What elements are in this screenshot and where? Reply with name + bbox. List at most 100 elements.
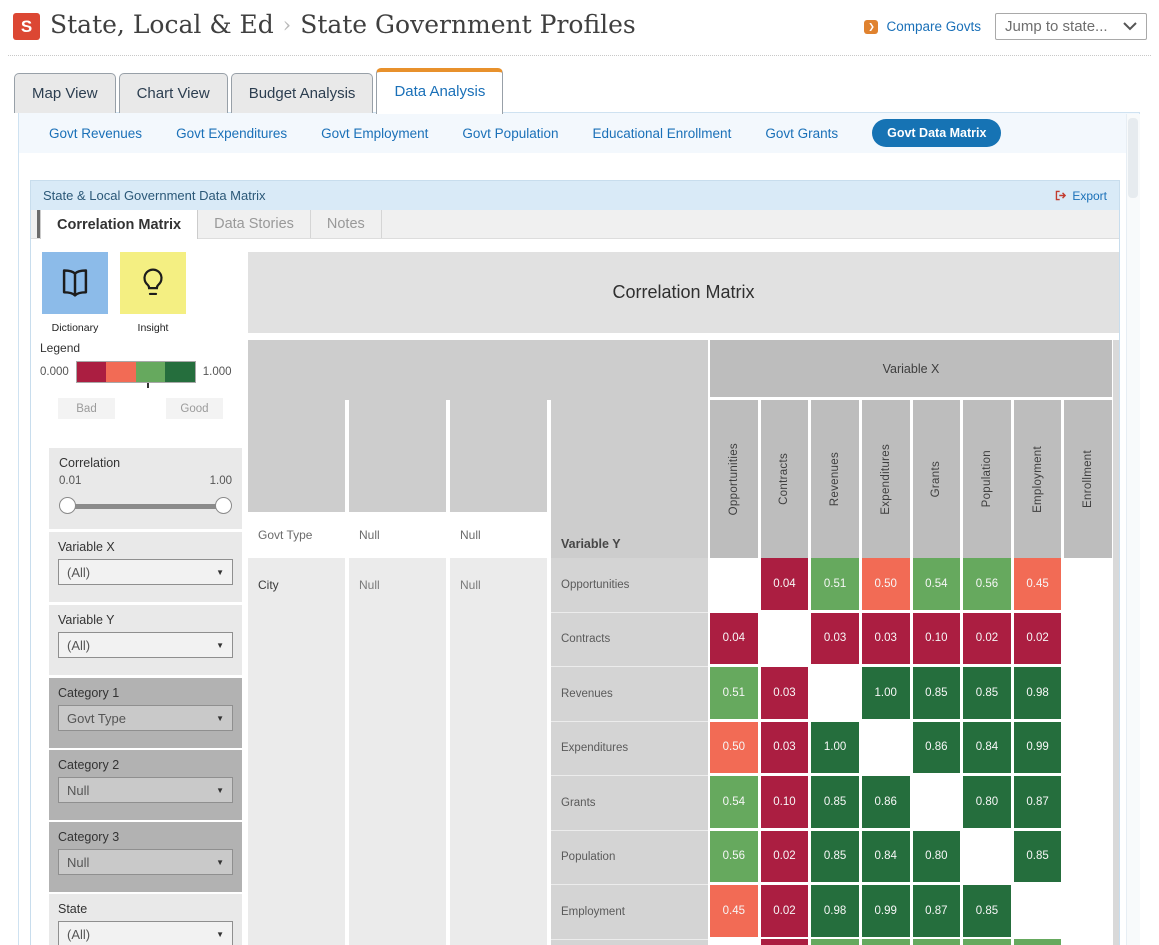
insight-button[interactable] <box>120 252 186 314</box>
matrix-cell-revenues-expenditures[interactable]: 1.00 <box>861 667 910 719</box>
matrix-cell-expenditures-opportunities[interactable]: 0.50 <box>710 721 758 773</box>
page-scrollbar[interactable] <box>1126 114 1140 945</box>
matrix-cell-expenditures-revenues[interactable]: 1.00 <box>811 721 859 773</box>
matrix-cell-grants-expenditures[interactable]: 0.86 <box>861 776 910 828</box>
matrix-cell-grants-enrollment[interactable] <box>1064 776 1112 828</box>
matrix-cell-employment-enrollment[interactable] <box>1064 885 1112 937</box>
matrix-cell-expenditures-population[interactable]: 0.84 <box>963 721 1011 773</box>
filter-select-state[interactable]: (All) ▼ <box>58 921 233 945</box>
subnav-govt-expenditures[interactable]: Govt Expenditures <box>176 125 288 141</box>
matrix-cell-opportunities-employment[interactable]: 0.45 <box>1013 558 1062 610</box>
matrix-cell-expenditures-expenditures[interactable] <box>861 721 910 773</box>
matrix-cell-revenues-enrollment[interactable] <box>1064 667 1112 719</box>
matrix-cell-population-contracts[interactable]: 0.02 <box>760 830 809 882</box>
panel-tab-notes[interactable]: Notes <box>311 210 382 238</box>
matrix-cell-contracts-expenditures[interactable]: 0.03 <box>861 612 910 664</box>
row-label-opportunities[interactable]: Opportunities <box>551 558 708 613</box>
filter-select-variable-y[interactable]: (All) ▼ <box>58 632 233 658</box>
slider-track[interactable] <box>61 504 230 509</box>
matrix-cell-employment-contracts[interactable]: 0.02 <box>760 885 809 937</box>
matrix-cell-expenditures-employment[interactable]: 0.99 <box>1013 721 1062 773</box>
matrix-cell-revenues-grants[interactable]: 0.85 <box>912 667 961 719</box>
column-header-revenues[interactable]: Revenues <box>811 400 859 558</box>
matrix-cell-opportunities-contracts[interactable]: 0.04 <box>760 558 809 610</box>
matrix-cell-employment-opportunities[interactable]: 0.45 <box>710 885 758 937</box>
column-header-contracts[interactable]: Contracts <box>760 400 809 558</box>
matrix-cell-grants-revenues[interactable]: 0.85 <box>811 776 859 828</box>
tab-chart-view[interactable]: Chart View <box>118 73 228 113</box>
matrix-cell-employment-grants[interactable]: 0.87 <box>912 885 961 937</box>
matrix-cell-population-enrollment[interactable] <box>1064 830 1112 882</box>
matrix-cell-population-grants[interactable]: 0.80 <box>912 830 961 882</box>
matrix-cell-contracts-contracts[interactable] <box>760 612 809 664</box>
matrix-cell-population-population[interactable] <box>963 830 1011 882</box>
subnav-govt-revenues[interactable]: Govt Revenues <box>49 125 143 141</box>
panel-tab-correlation-matrix[interactable]: Correlation Matrix <box>40 210 199 239</box>
subnav-govt-employment[interactable]: Govt Employment <box>321 125 429 141</box>
jump-to-state-select[interactable]: Jump to state... <box>995 13 1147 40</box>
group-value-city[interactable]: City <box>258 578 279 592</box>
matrix-cell-population-revenues[interactable]: 0.85 <box>811 830 859 882</box>
tab-data-analysis[interactable]: Data Analysis <box>376 68 504 114</box>
matrix-cell-contracts-enrollment[interactable] <box>1064 612 1112 664</box>
matrix-cell-opportunities-population[interactable]: 0.56 <box>963 558 1011 610</box>
group-value-null-2[interactable]: Null <box>460 578 481 592</box>
matrix-cell-population-employment[interactable]: 0.85 <box>1013 830 1062 882</box>
matrix-cell-contracts-population[interactable]: 0.02 <box>963 612 1011 664</box>
column-header-population[interactable]: Population <box>963 400 1011 558</box>
matrix-cell-expenditures-contracts[interactable]: 0.03 <box>760 721 809 773</box>
export-button[interactable]: Export <box>1054 189 1107 203</box>
filter-select-variable-x[interactable]: (All) ▼ <box>58 559 233 585</box>
filter-select-category-1[interactable]: Govt Type ▼ <box>58 705 233 731</box>
row-label-expenditures[interactable]: Expenditures <box>551 722 708 776</box>
matrix-cell-opportunities-enrollment[interactable] <box>1064 558 1112 610</box>
site-logo[interactable]: S <box>13 13 40 40</box>
filter-select-category-3[interactable]: Null ▼ <box>58 849 233 875</box>
column-header-grants[interactable]: Grants <box>912 400 961 558</box>
matrix-cell-grants-opportunities[interactable]: 0.54 <box>710 776 758 828</box>
matrix-cell-contracts-opportunities[interactable]: 0.04 <box>710 612 758 664</box>
column-header-employment[interactable]: Employment <box>1013 400 1062 558</box>
matrix-cell-revenues-population[interactable]: 0.85 <box>963 667 1011 719</box>
tab-budget-analysis[interactable]: Budget Analysis <box>230 73 374 113</box>
breadcrumb-section[interactable]: State, Local & Ed <box>50 10 274 39</box>
row-label-revenues[interactable]: Revenues <box>551 667 708 722</box>
page-scrollbar-thumb[interactable] <box>1128 118 1138 198</box>
compare-arrow-icon[interactable]: ❯ <box>864 19 879 34</box>
dictionary-button[interactable] <box>42 252 108 314</box>
matrix-cell-grants-population[interactable]: 0.80 <box>963 776 1011 828</box>
matrix-cell-revenues-revenues[interactable] <box>811 667 859 719</box>
column-header-expenditures[interactable]: Expenditures <box>861 400 910 558</box>
correlation-slider[interactable] <box>59 497 232 515</box>
matrix-cell-employment-population[interactable]: 0.85 <box>963 885 1011 937</box>
column-header-enrollment[interactable]: Enrollment <box>1064 400 1112 558</box>
matrix-cell-employment-expenditures[interactable]: 0.99 <box>861 885 910 937</box>
good-button[interactable]: Good <box>166 398 223 419</box>
matrix-cell-contracts-revenues[interactable]: 0.03 <box>811 612 859 664</box>
group-value-null-1[interactable]: Null <box>359 578 380 592</box>
matrix-cell-expenditures-grants[interactable]: 0.86 <box>912 721 961 773</box>
matrix-cell-population-opportunities[interactable]: 0.56 <box>710 830 758 882</box>
bad-button[interactable]: Bad <box>58 398 115 419</box>
matrix-cell-opportunities-opportunities[interactable] <box>710 558 758 610</box>
matrix-cell-revenues-contracts[interactable]: 0.03 <box>760 667 809 719</box>
panel-tab-data-stories[interactable]: Data Stories <box>198 210 311 238</box>
subnav-educational-enrollment[interactable]: Educational Enrollment <box>592 125 732 141</box>
slider-handle-min[interactable] <box>59 497 76 514</box>
matrix-scrollbar[interactable] <box>1113 340 1119 945</box>
matrix-cell-revenues-opportunities[interactable]: 0.51 <box>710 667 758 719</box>
slider-handle-max[interactable] <box>215 497 232 514</box>
subnav-govt-population[interactable]: Govt Population <box>462 125 559 141</box>
compare-govts-link[interactable]: Compare Govts <box>886 19 981 34</box>
matrix-cell-employment-employment[interactable] <box>1013 885 1062 937</box>
row-label-employment[interactable]: Employment <box>551 885 708 940</box>
matrix-cell-expenditures-enrollment[interactable] <box>1064 721 1112 773</box>
subnav-govt-data-matrix[interactable]: Govt Data Matrix <box>872 119 1002 147</box>
matrix-cell-grants-grants[interactable] <box>912 776 961 828</box>
matrix-cell-grants-contracts[interactable]: 0.10 <box>760 776 809 828</box>
matrix-cell-population-expenditures[interactable]: 0.84 <box>861 830 910 882</box>
matrix-cell-contracts-grants[interactable]: 0.10 <box>912 612 961 664</box>
matrix-cell-employment-revenues[interactable]: 0.98 <box>811 885 859 937</box>
row-label-grants[interactable]: Grants <box>551 776 708 831</box>
matrix-cell-revenues-employment[interactable]: 0.98 <box>1013 667 1062 719</box>
